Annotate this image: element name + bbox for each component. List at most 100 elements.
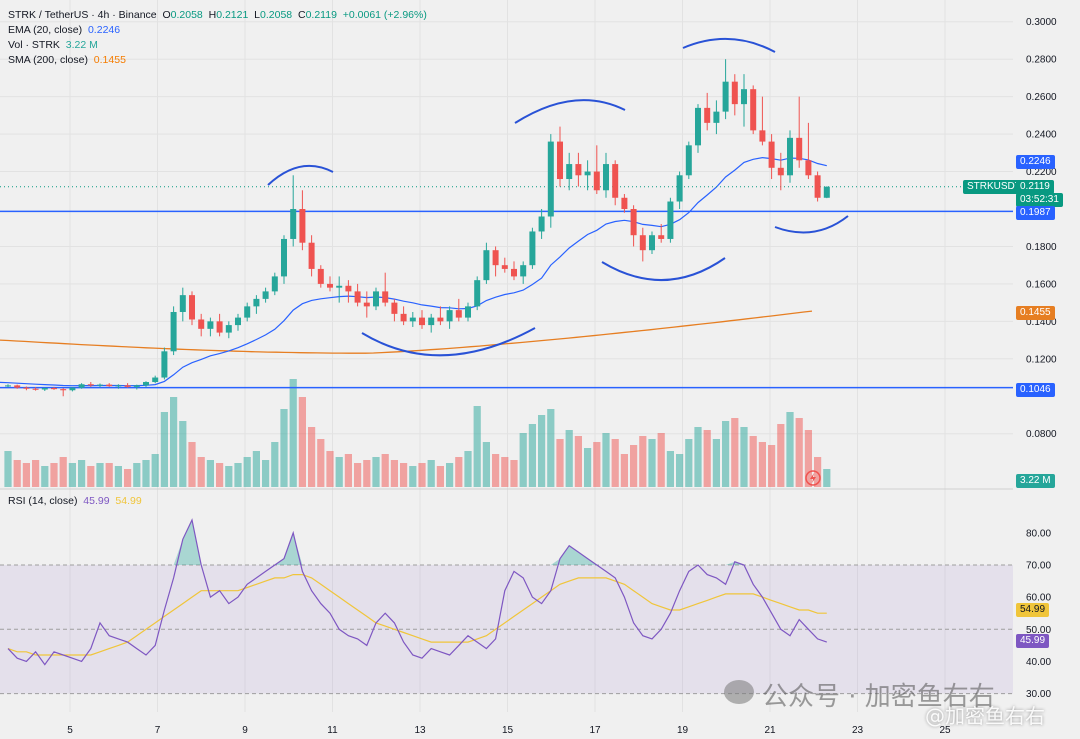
volume-bar (234, 463, 242, 487)
sma-label: SMA (200, close) (8, 54, 88, 66)
lightning-icon[interactable] (805, 470, 821, 486)
volume-bar (105, 463, 113, 487)
rsi-axis-label: 45.99 (1016, 634, 1050, 648)
candle-body (796, 137, 803, 161)
time-axis[interactable]: 5 7 9 11 13 15 17 19 21 23 25 (67, 725, 951, 736)
volume-bar (409, 466, 417, 487)
low-label: L (254, 9, 261, 21)
candle-body (566, 164, 573, 180)
candle-body (685, 145, 692, 176)
candle-body (741, 89, 747, 105)
last-price-label: 0.2119 (1016, 180, 1054, 194)
volume-bar (400, 463, 408, 487)
volume-bar (216, 463, 224, 487)
support-lower-label: 0.1046 (1016, 383, 1055, 397)
volume-bar (418, 463, 426, 487)
candle-body (382, 291, 389, 303)
watermark-badge: @加密鱼右右 (925, 704, 1045, 728)
candle-body (133, 385, 140, 387)
candle-body (823, 186, 830, 198)
candle-body (354, 291, 361, 303)
candle-body (676, 175, 683, 202)
volume-bar (804, 430, 812, 487)
candle-body (253, 298, 260, 307)
candle-body (465, 306, 471, 318)
volume-bar (446, 463, 454, 487)
candle-body (483, 250, 490, 281)
high-value: 0.2121 (216, 9, 249, 21)
ema-row[interactable]: EMA (20, close) 0.2246 (8, 23, 427, 38)
time-tick-label: 19 (677, 725, 689, 736)
volume-bar (50, 463, 58, 487)
volume-bar (124, 469, 132, 487)
rsi-legend[interactable]: RSI (14, close) 45.99 54.99 (8, 495, 142, 507)
volume-bar (694, 427, 702, 487)
change-value: +0.0061 (+2.96%) (342, 9, 427, 21)
volume-bar (390, 460, 398, 487)
volume-bar (326, 451, 334, 487)
volume-bar (197, 457, 205, 487)
ema-value: 0.2246 (87, 24, 121, 36)
candle-body (14, 385, 21, 388)
candle-body (143, 382, 149, 386)
price-tick-label: 0.1200 (1026, 354, 1057, 365)
volume-bar (740, 427, 748, 487)
candle-body (115, 385, 122, 387)
candle-body (235, 317, 241, 326)
candle-body (244, 306, 251, 318)
price-tick-label: 0.2400 (1026, 130, 1057, 141)
candle-body (60, 389, 67, 391)
candle-body (695, 107, 701, 146)
rsi-path (7, 518, 827, 666)
support-lines[interactable] (0, 186, 1013, 389)
low-value: 0.2058 (260, 9, 293, 21)
candle-body (106, 384, 113, 387)
open-label: O (162, 9, 171, 21)
price-tick-label: 0.1600 (1026, 279, 1057, 290)
candle-body (152, 377, 159, 383)
volume-bar (252, 451, 260, 487)
candle-body (179, 295, 186, 312)
price-axis[interactable]: 0.3000 0.2800 0.2600 0.2400 0.2200 0.1800 0.16… (1026, 17, 1057, 440)
volume-row[interactable]: Vol · STRK 3.22 M (8, 38, 427, 53)
price-tick-label: 0.2600 (1026, 92, 1057, 103)
candle-body (281, 238, 287, 277)
volume-bar (289, 379, 297, 487)
rsi-tick-label: 50.00 (1026, 625, 1051, 636)
symbol-name[interactable]: STRK / TetherUS · 4h · Binance (8, 9, 157, 21)
rsi-lines (7, 518, 827, 666)
price-tick-label: 0.3000 (1026, 17, 1057, 28)
volume-bar (749, 436, 757, 487)
volume-bar (87, 466, 95, 487)
candle-body (750, 89, 757, 131)
volume-bar (657, 433, 665, 487)
candle-body (345, 285, 352, 292)
rsi-tick-label: 30.00 (1026, 689, 1051, 700)
candle-body (630, 209, 637, 236)
candle-body (373, 291, 379, 307)
candle-body (87, 384, 94, 386)
candle-body (78, 384, 85, 388)
volume-bar (482, 442, 490, 487)
price-tick-label: 0.1800 (1026, 242, 1057, 253)
volume-bar (666, 451, 674, 487)
rsi-axis[interactable]: 80.00 70.00 60.00 50.00 40.00 30.00 (1026, 528, 1051, 700)
volume-bars (4, 379, 831, 487)
candle-body (529, 231, 536, 266)
candle-body (805, 160, 812, 176)
candle-body (271, 276, 278, 292)
grid-lines (0, 0, 1013, 712)
candle-body (603, 164, 609, 191)
rsi-tick-label: 60.00 (1026, 593, 1051, 604)
candle-body (23, 387, 30, 389)
volume-bar (731, 418, 739, 487)
volume-bar (602, 433, 610, 487)
volume-bar (464, 451, 472, 487)
sma-row[interactable]: SMA (200, close) 0.1455 (8, 53, 427, 68)
volume-bar (593, 442, 601, 487)
candle-body (768, 141, 775, 168)
volume-bar (170, 397, 178, 487)
drawn-arcs[interactable] (267, 38, 849, 357)
lightning-bolt-icon (810, 473, 816, 483)
